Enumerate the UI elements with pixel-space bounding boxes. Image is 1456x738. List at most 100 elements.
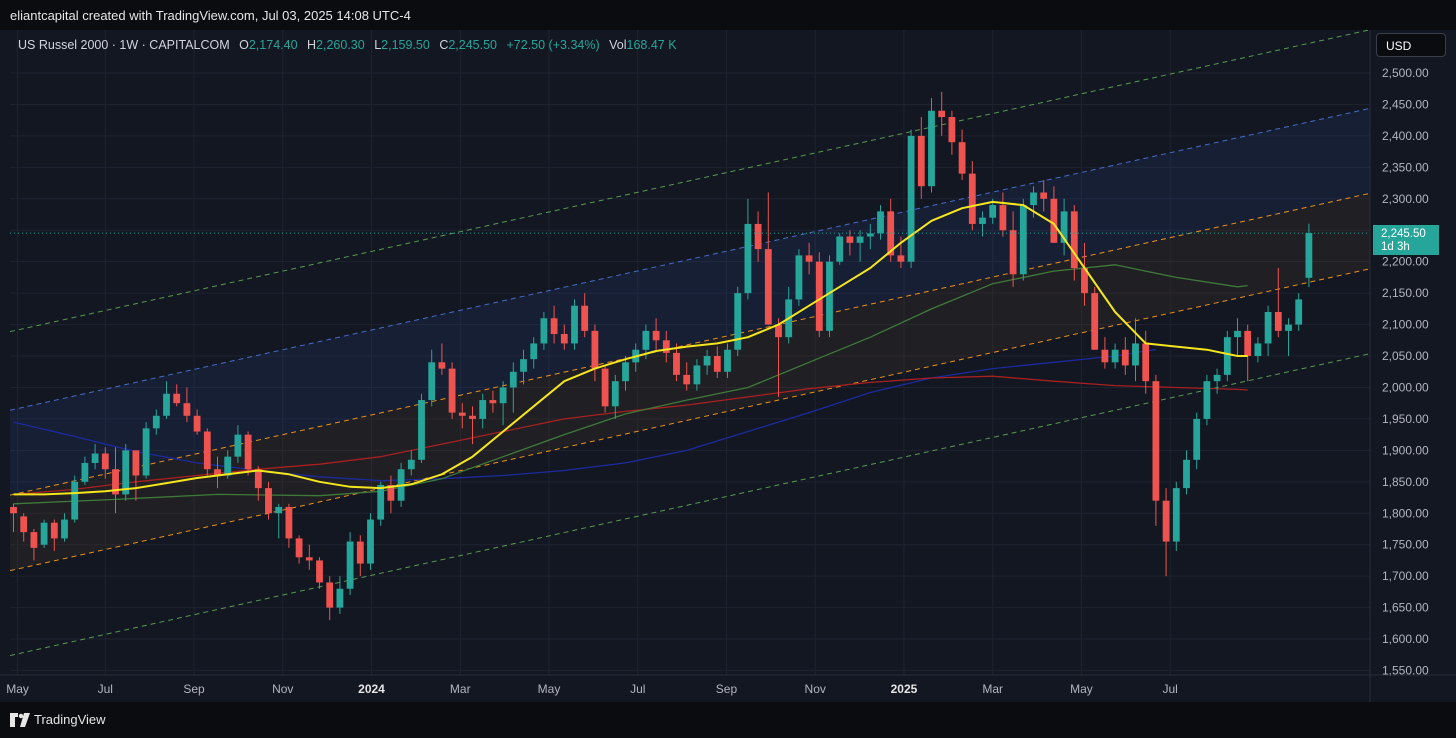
candle (948, 110, 956, 155)
candle-body (61, 519, 68, 539)
candle (1234, 318, 1241, 357)
chart-area[interactable]: 1,550.00 1,600.00 1,650.00 1,700.00 1,750.00… (0, 30, 1456, 702)
time-tick-label: May (6, 682, 29, 696)
ma-green-line (13, 264, 1248, 505)
candle-body (81, 462, 89, 482)
candle-body (979, 217, 986, 224)
candle (673, 343, 680, 382)
price-tick-label: 1,600.00 (1382, 632, 1429, 646)
candle (520, 349, 527, 385)
brand-name[interactable]: TradingView (34, 712, 106, 727)
candle (193, 409, 201, 435)
candle-body (499, 387, 507, 404)
candle-body (928, 110, 935, 187)
bar-countdown: 1d 3h (1381, 241, 1410, 254)
price-tick-label: 2,150.00 (1382, 286, 1429, 300)
candle (1152, 374, 1160, 526)
candle-body (1203, 381, 1211, 419)
candle (795, 249, 803, 306)
symbol-title[interactable]: US Russel 2000 · 1W · CAPITALCOM (18, 38, 230, 52)
candle-body (1172, 488, 1180, 542)
candle (469, 406, 476, 445)
candle (20, 513, 28, 542)
candle (907, 129, 915, 268)
candle (601, 365, 609, 413)
candle (928, 98, 935, 193)
candle-body (622, 362, 629, 382)
time-tick-label: 2024 (358, 682, 385, 696)
ohlc-legend: US Russel 2000 · 1W · CAPITALCOM O2,174.… (18, 38, 677, 52)
candle (275, 503, 283, 539)
time-tick-label: May (538, 682, 561, 696)
candle-body (305, 557, 313, 561)
candle-body (428, 362, 436, 401)
candle (611, 374, 619, 419)
candle (622, 356, 629, 391)
tradingview-logo-icon[interactable] (10, 713, 30, 727)
candle-body (1081, 267, 1088, 294)
candle (1305, 223, 1313, 288)
candle-body (112, 469, 119, 495)
candle-body (1162, 500, 1170, 542)
candle (1244, 324, 1252, 382)
candle-body (183, 403, 191, 416)
candle-body (1193, 418, 1201, 460)
candle (387, 475, 395, 514)
channel-line-mid-lower (9, 268, 1371, 572)
price-tick-label: 1,650.00 (1382, 601, 1429, 615)
candle-body (581, 305, 589, 331)
candle-body (1264, 312, 1272, 344)
candle-body (724, 349, 731, 372)
candle (367, 513, 374, 570)
time-tick-label: 2025 (891, 682, 918, 696)
candle (448, 362, 456, 419)
price-tick-label: 1,850.00 (1382, 475, 1429, 489)
high-key: H (307, 38, 317, 52)
high-value: 2,260.30 (316, 38, 365, 52)
candle-body (1121, 349, 1129, 366)
candle-body (122, 450, 130, 495)
candle-body (1223, 337, 1231, 375)
candle (479, 393, 487, 429)
open-key: O (239, 38, 249, 52)
candle-body (214, 469, 221, 476)
candle-body (1142, 343, 1150, 382)
candle (1213, 368, 1221, 394)
candle-body (683, 374, 691, 385)
channel-line-upper (9, 107, 1371, 411)
candle (438, 343, 446, 375)
candle-body (336, 588, 344, 608)
candle-body (856, 236, 864, 243)
currency-selector[interactable]: USD (1376, 33, 1446, 57)
candle-body (234, 434, 242, 457)
candle (652, 318, 660, 350)
candle-body (968, 173, 976, 224)
candle-body (40, 522, 48, 545)
candle-body (1030, 192, 1037, 206)
candle-body (132, 450, 140, 476)
candle-body (703, 356, 711, 366)
candle (550, 305, 558, 344)
candle (877, 205, 884, 240)
candle-body (673, 352, 680, 375)
price-tick-label: 2,300.00 (1382, 192, 1429, 206)
chart-svg[interactable]: 1,550.00 1,600.00 1,650.00 1,700.00 1,750.00… (0, 30, 1456, 702)
close-value: 2,245.50 (448, 38, 498, 52)
candle-body (479, 400, 487, 419)
candle-body (367, 519, 374, 564)
candle (724, 343, 731, 379)
candle-body (407, 459, 415, 470)
candle-body (173, 393, 181, 404)
candle (346, 532, 354, 596)
candle (764, 192, 772, 325)
candle-body (163, 393, 170, 416)
candle (1009, 211, 1017, 287)
candle-body (10, 506, 17, 514)
time-tick-label: May (1070, 682, 1093, 696)
candle-body (387, 484, 395, 501)
channel-line-outer-upper (9, 30, 1371, 333)
top-bar: eliantcapital created with TradingView.c… (0, 0, 1456, 30)
candle (122, 444, 130, 501)
candle-body (224, 456, 232, 476)
candle-body (571, 305, 578, 344)
